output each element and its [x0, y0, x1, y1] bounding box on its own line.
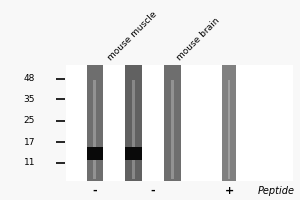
Text: mouse brain: mouse brain [175, 16, 221, 62]
Bar [125, 147, 142, 160]
Text: -: - [92, 186, 97, 196]
Bar [93, 80, 96, 179]
Text: +: + [224, 186, 234, 196]
Text: mouse muscle: mouse muscle [106, 9, 159, 62]
Bar [125, 65, 142, 181]
Bar [142, 65, 164, 181]
Text: 17: 17 [23, 138, 35, 147]
Bar [181, 65, 222, 181]
Text: Peptide: Peptide [258, 186, 295, 196]
Bar [86, 147, 103, 160]
Bar [228, 80, 230, 179]
Bar [86, 65, 103, 181]
Text: 48: 48 [24, 74, 35, 83]
Text: 11: 11 [23, 158, 35, 167]
Bar [132, 80, 135, 179]
Text: 35: 35 [23, 95, 35, 104]
Text: 25: 25 [24, 116, 35, 125]
Bar [164, 65, 181, 181]
Bar [171, 80, 174, 179]
Bar [66, 65, 293, 181]
Bar [222, 65, 236, 181]
Text: -: - [151, 186, 155, 196]
